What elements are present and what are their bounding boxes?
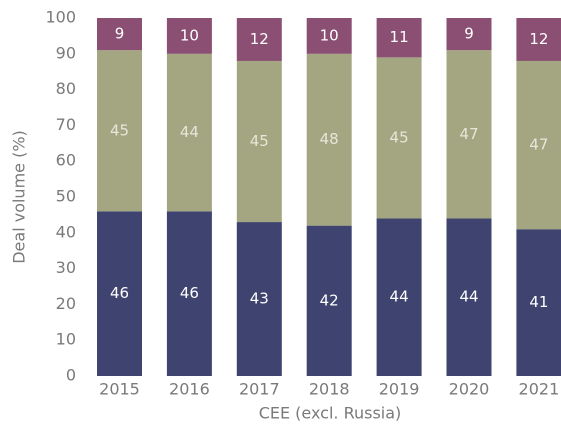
x-tick-label: 2020 <box>449 380 490 399</box>
data-label: 10 <box>180 26 199 44</box>
bar-segment <box>306 225 352 376</box>
bar-segment <box>446 50 492 219</box>
data-label: 42 <box>320 291 339 309</box>
data-label: 45 <box>390 128 409 146</box>
bar-segment <box>236 60 282 223</box>
data-label: 44 <box>180 123 199 141</box>
bar-segment <box>516 18 561 61</box>
data-label: 9 <box>464 25 474 43</box>
data-label: 43 <box>250 290 269 308</box>
x-tick-label: 2017 <box>239 380 280 399</box>
bar-segment <box>97 211 142 376</box>
bar-segment <box>446 18 492 51</box>
bar-segment <box>166 53 212 212</box>
x-axis-label: CEE (excl. Russia) <box>259 404 402 423</box>
data-label: 46 <box>110 284 129 302</box>
y-tick-label: 0 <box>66 366 76 385</box>
bar-segment <box>166 211 212 376</box>
x-tick-label: 2015 <box>99 380 140 399</box>
y-tick-label: 50 <box>56 187 76 206</box>
data-label: 41 <box>529 293 548 311</box>
y-tick-label: 20 <box>56 294 76 313</box>
data-label: 47 <box>459 125 478 143</box>
x-tick-label: 2016 <box>169 380 210 399</box>
bar-segment <box>376 218 422 376</box>
data-label: 12 <box>529 30 548 48</box>
bar-segment <box>306 18 352 54</box>
bar-segment <box>166 18 212 54</box>
bar-segment <box>97 18 142 51</box>
x-tick-label: 2019 <box>379 380 420 399</box>
data-label: 46 <box>180 284 199 302</box>
bar-segment <box>306 53 352 226</box>
data-label: 45 <box>250 132 269 150</box>
bar-segment <box>516 229 561 376</box>
data-label: 44 <box>459 288 478 306</box>
bar-segment <box>236 222 282 376</box>
y-axis-label: Deal volume (%) <box>10 130 29 264</box>
data-label: 11 <box>390 28 409 46</box>
data-label: 45 <box>110 121 129 139</box>
bar-segment <box>97 50 142 212</box>
bar-segment <box>446 218 492 376</box>
x-tick-label: 2021 <box>519 380 560 399</box>
y-tick-label: 40 <box>56 222 76 241</box>
y-tick-label: 10 <box>56 330 76 349</box>
data-label: 47 <box>529 136 548 154</box>
bar-segment <box>236 18 282 61</box>
data-label: 44 <box>390 288 409 306</box>
bar-segment <box>376 57 422 219</box>
x-tick-label: 2018 <box>309 380 350 399</box>
y-tick-label: 30 <box>56 258 76 277</box>
data-label: 9 <box>115 25 125 43</box>
y-tick-label: 90 <box>56 43 76 62</box>
data-label: 10 <box>320 26 339 44</box>
y-tick-label: 60 <box>56 151 76 170</box>
y-tick-label: 100 <box>45 8 76 27</box>
y-tick-label: 80 <box>56 79 76 98</box>
bar-segment <box>516 60 561 230</box>
y-tick-label: 70 <box>56 115 76 134</box>
bar-segment <box>376 18 422 58</box>
data-label: 12 <box>250 30 269 48</box>
data-label: 48 <box>320 130 339 148</box>
